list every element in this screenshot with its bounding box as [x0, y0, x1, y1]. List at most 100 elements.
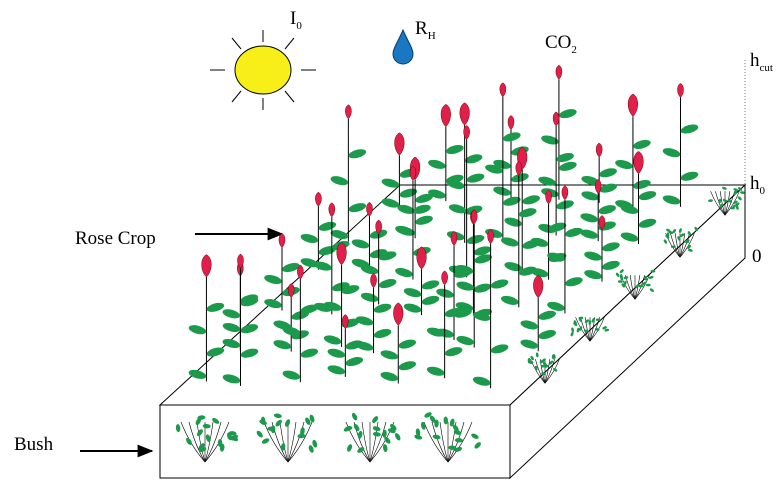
leaf: [428, 159, 446, 169]
subscript: 0: [296, 20, 302, 32]
leaf: [615, 159, 633, 170]
leaf: [538, 330, 556, 340]
rose-bud: [345, 104, 352, 120]
subscript: cut: [760, 62, 773, 74]
bush-leaf: [534, 365, 538, 371]
bush-leaf: [186, 437, 192, 445]
leaf: [538, 176, 556, 186]
bush-leaf: [449, 418, 455, 427]
leaf: [680, 171, 699, 181]
bush-leaf: [578, 316, 584, 320]
bush-leaf: [619, 269, 624, 274]
leaf: [415, 215, 433, 225]
bush-leaf: [570, 331, 574, 337]
bush-leaf: [275, 419, 282, 427]
rose-bud: [677, 83, 684, 98]
bush-branch: [544, 359, 551, 384]
leaf: [565, 227, 583, 237]
leaf: [530, 237, 549, 247]
bush-leaf: [623, 280, 627, 286]
bush-leaf: [687, 231, 691, 236]
leaf: [351, 239, 370, 249]
leaf: [421, 280, 440, 290]
bush-leaf: [300, 427, 305, 436]
rose-bud: [555, 64, 563, 80]
bush-leaf: [230, 435, 239, 442]
symbol: R: [415, 18, 428, 39]
bush-leaf: [195, 417, 202, 426]
bush-leaf: [273, 413, 282, 419]
rose-bud: [463, 125, 470, 140]
zero-label: 0: [752, 246, 762, 267]
bush-leaf: [530, 355, 534, 361]
bush-branch: [724, 191, 740, 216]
bush-leaf: [733, 188, 739, 192]
bush-leaf: [733, 200, 738, 204]
leaf: [264, 299, 282, 309]
subscript: 2: [571, 44, 577, 56]
bush-leaf: [414, 434, 423, 440]
rose-bud: [487, 229, 494, 244]
leaf: [559, 161, 577, 171]
light-label: I0: [290, 8, 302, 32]
rose-bud: [287, 283, 295, 298]
bush-leaf: [259, 419, 267, 425]
bush-leaf: [474, 442, 481, 449]
bush-branch: [204, 421, 222, 463]
bush-label: Bush: [14, 434, 54, 455]
leaf: [599, 168, 617, 178]
bush-leaf: [382, 444, 388, 453]
subscript: H: [428, 30, 436, 42]
leaf: [300, 304, 319, 314]
leaf: [240, 297, 259, 307]
bush-leaf: [384, 436, 391, 444]
rose-bud: [297, 264, 304, 280]
leaf: [300, 258, 319, 268]
leaf: [273, 340, 291, 350]
bush-branch: [204, 421, 214, 463]
leaf: [222, 339, 241, 349]
bush-leaf: [635, 284, 640, 289]
leaf: [264, 275, 282, 285]
bush-leaf: [390, 423, 397, 431]
bush-leaf: [217, 438, 223, 447]
leaf: [395, 268, 413, 278]
bush-branch: [263, 421, 289, 463]
bush-leaf: [733, 190, 737, 196]
bush-leaf: [688, 248, 693, 252]
bush-leaf: [308, 445, 314, 453]
bush-branch: [431, 421, 449, 463]
rose-bud: [545, 189, 552, 205]
leaf: [598, 205, 616, 215]
bush-branch: [634, 275, 641, 300]
bush-leaf: [535, 352, 539, 358]
bush-leaf: [694, 226, 698, 232]
bush-leaf: [576, 327, 580, 333]
rose-bud: [552, 111, 560, 127]
rose-bud: [409, 165, 417, 181]
leaf: [559, 109, 577, 119]
leaf: [680, 124, 699, 134]
bush-branch: [679, 233, 690, 258]
bush-leaf: [583, 329, 589, 333]
leaf: [348, 149, 367, 159]
leaf: [580, 229, 598, 239]
rose-bud: [370, 273, 377, 289]
bush-leaf: [541, 372, 546, 376]
bush-leaf: [372, 426, 381, 432]
rose-bud: [459, 102, 470, 126]
leaf: [503, 196, 521, 206]
bush-leaf: [443, 416, 448, 425]
leaf: [547, 252, 565, 262]
bush-leaf: [740, 191, 745, 194]
leaf: [341, 285, 360, 295]
leaf: [446, 145, 464, 155]
symbol: h: [750, 50, 760, 71]
symbol: I: [290, 8, 296, 29]
bush-leaf: [198, 443, 205, 450]
bush-leaf: [452, 424, 459, 432]
leaf: [464, 154, 483, 164]
leaf: [395, 225, 413, 235]
rose-bud: [315, 191, 322, 207]
bush-leaf: [305, 417, 311, 425]
